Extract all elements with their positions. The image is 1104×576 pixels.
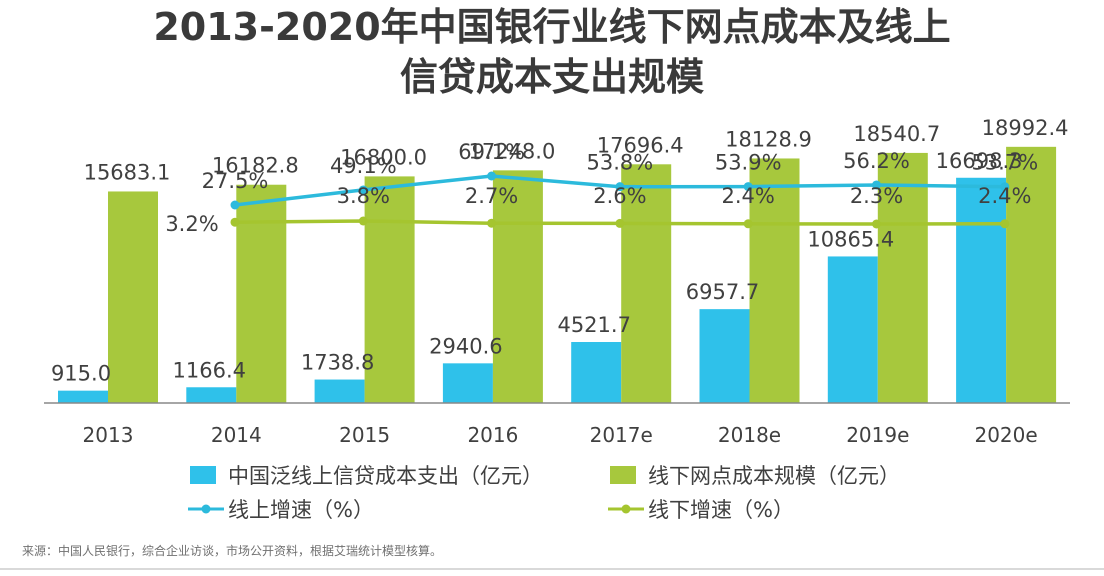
legend-online-bar-swatch: [190, 466, 216, 484]
bar-offline-2018e: [749, 158, 800, 403]
online-growth-label-2019e: 56.2%: [843, 149, 910, 173]
online-growth-point-2014: [230, 200, 240, 210]
bar-online-2020e: [956, 177, 1007, 403]
bar-offline-label-2014: 16182.8: [212, 154, 299, 178]
offline-growth-point-2020e: [1000, 219, 1010, 229]
legend-offline-bar-swatch: [610, 466, 636, 484]
bar-online-label-2016: 2940.6: [429, 334, 502, 358]
bar-online-label-2017e: 4521.7: [557, 313, 630, 337]
x-tick-label-2017e: 2017e: [590, 423, 653, 447]
online-growth-label-2020e: 53.7%: [971, 151, 1038, 175]
offline-growth-point-2017e: [615, 218, 625, 228]
bar-online-2019e: [827, 256, 878, 403]
bar-online-2013: [58, 390, 108, 403]
offline-growth-label-2015: 3.8%: [337, 184, 390, 208]
bar-offline-2019e: [877, 152, 928, 403]
bar-online-2017e: [571, 342, 622, 403]
online-growth-point-2019e: [872, 180, 881, 190]
bar-offline-label-2013: 15683.1: [84, 160, 171, 184]
bar-offline-label-2015: 16800.0: [340, 145, 427, 169]
offline-growth-point-2019e: [872, 219, 881, 229]
bar-offline-label-2018e: 18128.9: [725, 127, 812, 151]
offline-growth-point-2015: [358, 216, 368, 226]
bar-offline-label-2020e: 18992.4: [982, 116, 1069, 140]
bar-offline-label-2017e: 17696.4: [597, 133, 684, 157]
bar-offline-2013: [108, 191, 158, 403]
x-tick-label-2019e: 2019e: [846, 423, 909, 447]
x-tick-label-2013: 2013: [83, 423, 134, 447]
online-growth-point-2016: [487, 171, 497, 181]
online-growth-label-2017e: 53.8%: [587, 151, 654, 175]
legend-online-line-swatch-dot: [201, 504, 211, 514]
legend-offline-bar-label: 线下网点成本规模（亿元）: [648, 464, 900, 488]
bar-online-label-2019e: 10865.4: [807, 227, 894, 251]
x-tick-label-2020e: 2020e: [974, 423, 1037, 447]
x-tick-label-2015: 2015: [339, 423, 390, 447]
legend-offline-line-swatch-dot: [621, 504, 631, 514]
chart-title-line-1: 2013-2020年中国银行业线下网点成本及线上: [153, 5, 951, 49]
online-growth-point-2020e: [1000, 182, 1010, 192]
legend-offline-line-label: 线下增速（%）: [648, 498, 794, 522]
offline-growth-label-2014: 3.2%: [165, 212, 218, 236]
legend-online-line-label: 线上增速（%）: [228, 498, 374, 522]
x-tick-label-2014: 2014: [211, 423, 262, 447]
online-growth-label-2016: 69.1%: [458, 140, 525, 164]
bar-online-2018e: [699, 309, 750, 403]
offline-growth-point-2018e: [743, 219, 753, 229]
bar-online-label-2013: 915.0: [51, 362, 111, 386]
bar-offline-label-2016: 17248.0: [468, 139, 555, 163]
online-growth-label-2018e: 53.9%: [715, 151, 782, 175]
chart-title: 2013-2020年中国银行业线下网点成本及线上 信贷成本支出规模: [0, 2, 1104, 102]
bar-offline-2017e: [621, 164, 672, 403]
legend-online-bar-label: 中国泛线上信贷成本支出（亿元）: [228, 464, 543, 488]
source-note: 来源：中国人民银行，综合企业访谈，市场公开资料，根据艾瑞统计模型核算。: [22, 544, 443, 558]
online-growth-point-2017e: [615, 182, 625, 192]
bar-online-2016: [442, 363, 493, 403]
bar-online-label-2015: 1738.8: [301, 351, 374, 375]
online-growth-point-2018e: [743, 182, 753, 192]
bar-online-label-2014: 1166.4: [173, 358, 246, 382]
online-growth-label-2015: 49.1%: [330, 154, 397, 178]
bar-offline-2016: [492, 170, 543, 403]
offline-growth-label-2020e: 2.4%: [978, 184, 1031, 208]
online-growth-point-2015: [358, 185, 368, 195]
bar-online-label-2020e: 16698.3: [936, 149, 1023, 173]
footer-divider: [0, 568, 1104, 570]
bar-offline-label-2019e: 18540.7: [853, 122, 940, 146]
bar-online-2014: [186, 387, 237, 403]
chart-title-line-2: 信贷成本支出规模: [399, 55, 704, 99]
offline-growth-label-2016: 2.7%: [465, 184, 518, 208]
x-tick-label-2016: 2016: [467, 423, 518, 447]
bar-offline-2015: [364, 176, 415, 403]
offline-growth-point-2016: [487, 218, 497, 228]
bar-online-label-2018e: 6957.7: [686, 280, 759, 304]
offline-growth-label-2018e: 2.4%: [722, 184, 775, 208]
x-tick-label-2018e: 2018e: [718, 423, 781, 447]
offline-growth-label-2019e: 2.3%: [850, 184, 903, 208]
online-growth-label-2014: 27.5%: [202, 169, 269, 193]
offline-growth-point-2014: [230, 217, 240, 227]
bar-online-2015: [314, 379, 365, 403]
offline-growth-label-2017e: 2.6%: [593, 184, 646, 208]
bar-offline-2020e: [1006, 146, 1057, 404]
